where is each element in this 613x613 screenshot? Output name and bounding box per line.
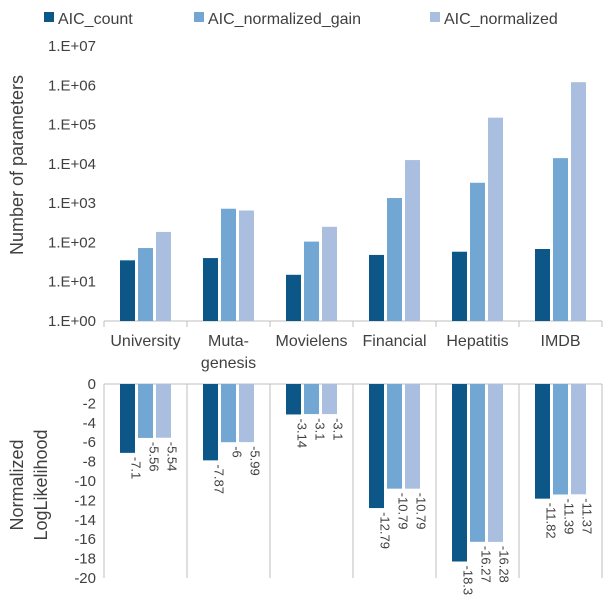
bar-aic-normalized-gain-university — [138, 248, 153, 321]
bar-aic-normalized-imdb — [571, 384, 586, 495]
bottom-plot-area: 0 -2 -4 -6 -8 -10 -12 -14 -16 -18 -20 -7.1 -7.87 -3.1… — [74, 376, 603, 596]
legend-swatch-aic-normalized-gain — [194, 12, 204, 22]
legend-swatch-aic-count — [44, 12, 54, 22]
data-label: -3.1 — [331, 418, 346, 440]
bottom-y-tick-label: -20 — [74, 570, 96, 587]
bottom-y-tick-label: -6 — [83, 434, 96, 451]
bar-aic-count-movielens — [286, 274, 301, 321]
bar-aic-normalized-gain-hepatitis — [470, 182, 485, 321]
data-label: -18.3 — [461, 566, 476, 596]
top-y-tick-label: 1.E+06 — [48, 77, 96, 94]
bar-aic-normalized-movielens — [322, 384, 337, 415]
top-y-tick-label: 1.E+03 — [48, 195, 96, 212]
bar-aic-count-movielens — [286, 384, 301, 415]
legend: AIC_count AIC_normalized_gain AIC_normal… — [44, 11, 558, 28]
data-label: -10.79 — [414, 493, 429, 530]
bar-aic-count-university — [120, 384, 135, 453]
data-label: -16.28 — [497, 546, 512, 583]
legend-label-aic-count: AIC_count — [58, 11, 133, 28]
data-label: -10.79 — [396, 493, 411, 530]
bar-aic-normalized-gain-muta-genesis — [221, 384, 236, 443]
legend-label-aic-normalized: AIC_normalized — [444, 11, 558, 28]
data-label: -11.82 — [544, 503, 559, 539]
bar-aic-normalized-muta-genesis — [239, 210, 254, 321]
top-y-tick-label: 1.E+01 — [48, 274, 96, 291]
category-label: Muta- — [208, 333, 249, 350]
bar-aic-count-hepatitis — [452, 251, 467, 321]
bar-aic-normalized-muta-genesis — [239, 384, 254, 443]
bar-aic-count-imdb — [535, 249, 550, 321]
bar-aic-normalized-gain-financial — [387, 198, 402, 321]
data-label: -6 — [230, 446, 245, 458]
bar-aic-normalized-gain-muta-genesis — [221, 208, 236, 321]
category-label: genesis — [201, 355, 256, 372]
data-label: -12.79 — [378, 512, 393, 549]
legend-swatch-aic-normalized — [430, 12, 440, 22]
bar-aic-normalized-financial — [405, 160, 420, 321]
top-y-tick-label: 1.E+05 — [48, 117, 96, 134]
bottom-y-tick-label: -18 — [74, 551, 96, 568]
bottom-y-axis-title-line-1: Normalized — [7, 439, 27, 530]
top-y-tick-label: 1.E+07 — [48, 38, 96, 55]
bar-aic-normalized-imdb — [571, 82, 586, 322]
bar-aic-normalized-gain-movielens — [304, 384, 319, 415]
bar-aic-count-hepatitis — [452, 384, 467, 562]
top-y-tick-label: 1.E+04 — [48, 156, 96, 173]
data-label: -16.27 — [479, 546, 494, 583]
bar-aic-normalized-hepatitis — [488, 117, 503, 321]
top-plot-area: 1.E+00 1.E+01 1.E+02 1.E+03 1.E+04 1.E+05 1.E+… — [48, 38, 603, 372]
data-label: -3.14 — [295, 418, 310, 448]
bottom-y-tick-label: -8 — [83, 454, 96, 471]
data-label: -7.87 — [212, 464, 227, 494]
top-y-tick-label: 1.E+00 — [48, 313, 96, 330]
bottom-y-axis-title-line-2: LogLikelihood — [31, 429, 51, 540]
bottom-y-tick-label: -10 — [74, 473, 96, 490]
legend-label-aic-normalized-gain: AIC_normalized_gain — [208, 11, 361, 28]
category-label: University — [110, 333, 180, 350]
bar-aic-normalized-gain-hepatitis — [470, 384, 485, 542]
category-label: IMDB — [541, 333, 581, 350]
bar-aic-normalized-gain-imdb — [553, 158, 568, 321]
bar-aic-count-muta-genesis — [203, 384, 218, 461]
data-label: -5.54 — [165, 442, 180, 472]
data-label: -7.1 — [129, 457, 144, 479]
bottom-y-tick-label: -2 — [83, 395, 96, 412]
data-label: -11.39 — [562, 498, 577, 534]
bottom-y-tick-label: -16 — [74, 531, 96, 548]
data-label: -5.56 — [147, 442, 162, 472]
bottom-y-tick-label: -12 — [74, 492, 96, 509]
category-label: Financial — [362, 333, 426, 350]
bar-aic-normalized-gain-financial — [387, 384, 402, 489]
bar-aic-normalized-movielens — [322, 226, 337, 321]
bar-aic-normalized-gain-imdb — [553, 384, 568, 495]
bar-aic-count-financial — [369, 384, 384, 509]
category-label: Movielens — [275, 333, 347, 350]
bar-aic-count-muta-genesis — [203, 258, 218, 321]
bar-aic-count-financial — [369, 254, 384, 321]
data-label: -11.37 — [580, 498, 595, 534]
bar-aic-normalized-university — [156, 384, 171, 438]
bottom-y-tick-label: -14 — [74, 512, 96, 529]
bar-aic-count-university — [120, 260, 135, 321]
bottom-y-tick-label: -4 — [83, 415, 96, 432]
bar-aic-count-imdb — [535, 384, 550, 499]
bar-aic-normalized-hepatitis — [488, 384, 503, 542]
top-y-tick-label: 1.E+02 — [48, 234, 96, 251]
data-label: -5.99 — [248, 446, 263, 476]
bar-aic-normalized-financial — [405, 384, 420, 489]
bar-aic-normalized-university — [156, 231, 171, 321]
data-label: -3.1 — [313, 418, 328, 440]
bar-aic-normalized-gain-movielens — [304, 241, 319, 321]
top-y-axis-title: Number of parameters — [7, 75, 27, 255]
bottom-y-tick-label: 0 — [88, 376, 96, 393]
bar-aic-normalized-gain-university — [138, 384, 153, 438]
category-label: Hepatitis — [446, 333, 508, 350]
